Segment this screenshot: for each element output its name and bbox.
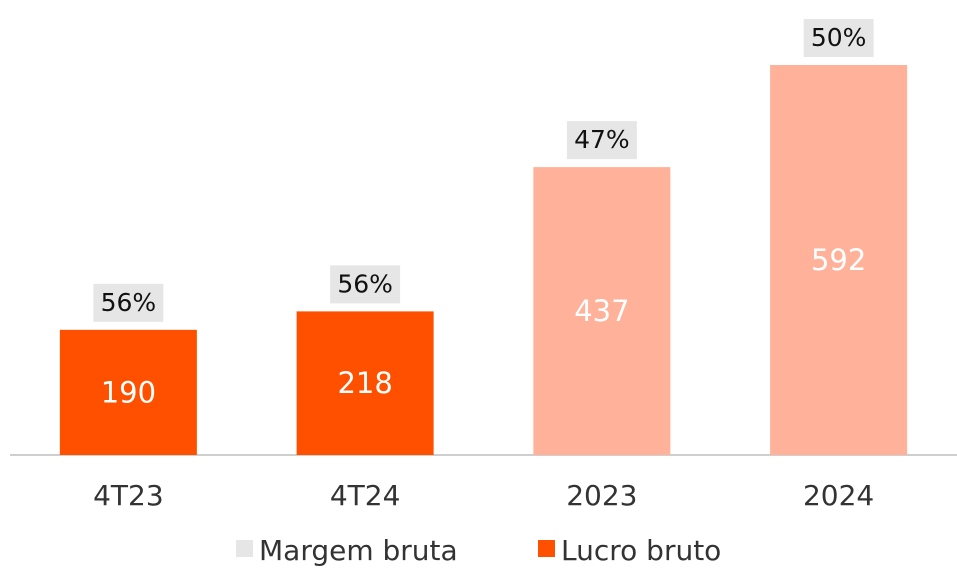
bar [296, 311, 434, 455]
value-label: 592 [811, 243, 866, 277]
margin-label: 56% [101, 288, 157, 317]
value-label: 190 [101, 375, 156, 409]
value-label: 437 [574, 294, 629, 328]
margin-label: 50% [811, 23, 867, 52]
x-tick-label: 4T24 [330, 479, 401, 512]
legend-swatch [538, 540, 555, 557]
bar [59, 329, 197, 455]
bar [533, 167, 671, 455]
legend-label: Margem bruta [259, 534, 458, 567]
legend-label: Lucro bruto [561, 534, 721, 567]
bar [770, 65, 908, 455]
value-label: 218 [337, 366, 392, 400]
margin-label: 56% [337, 269, 393, 298]
margin-label-box [93, 283, 164, 322]
x-tick-label: 2024 [803, 479, 874, 512]
x-tick-label: 4T23 [93, 479, 164, 512]
margin-label-box [566, 121, 637, 160]
margin-label-box [330, 265, 401, 304]
margin-label-box [803, 19, 874, 57]
x-tick-label: 2023 [566, 479, 637, 512]
legend-swatch [236, 540, 253, 557]
margin-label: 47% [574, 125, 630, 154]
